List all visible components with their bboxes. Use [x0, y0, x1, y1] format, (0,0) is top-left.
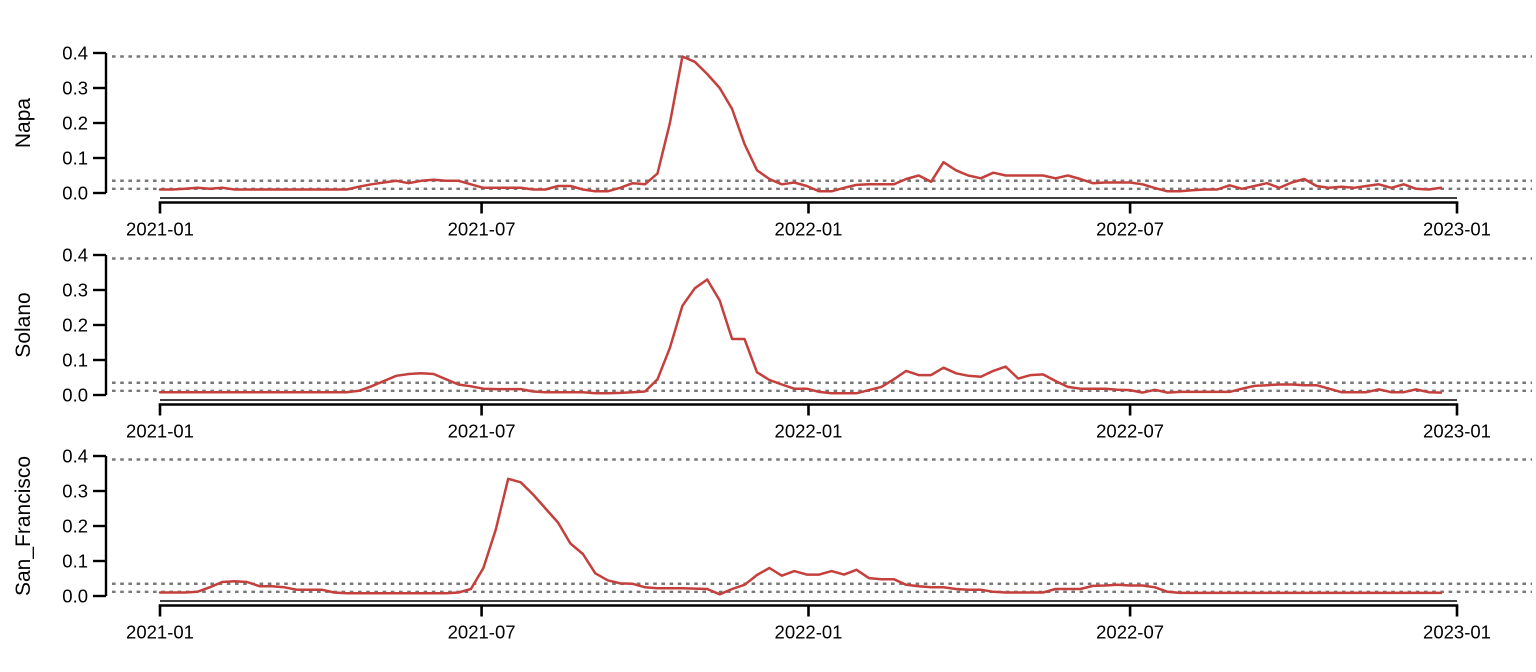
panel-napa: 2021-01 2021-07 2022-01 2022-07 2023-01 0.0 0.… [12, 43, 1532, 240]
y-tick-label: 0.1 [62, 350, 88, 371]
x-tick-label: 2023-01 [1423, 622, 1491, 643]
x-tick-label: 2022-07 [1096, 622, 1164, 643]
x-tick-label: 2021-07 [448, 421, 516, 442]
panel-solano: 2021-01 2021-07 2022-01 2022-07 2023-01 0.0 0.… [12, 245, 1532, 442]
y-tick-label: 0.2 [62, 315, 88, 336]
y-tick-label: 0.4 [62, 43, 88, 64]
y-tick-label: 0.4 [62, 446, 88, 467]
y-tick-label: 0.0 [62, 183, 88, 204]
panel-ylabel-napa: Napa [12, 98, 35, 149]
y-tick-label: 0.4 [62, 245, 88, 266]
y-tick-label: 0.2 [62, 516, 88, 537]
napa-series-line [158, 55, 1443, 193]
x-tick-label: 2022-01 [775, 219, 843, 240]
x-tick-label: 2021-01 [126, 219, 194, 240]
x-tick-label: 2022-07 [1096, 421, 1164, 442]
x-tick-label: 2021-01 [126, 622, 194, 643]
x-tick-label: 2022-01 [775, 622, 843, 643]
y-tick-label: 0.0 [62, 586, 88, 607]
x-tick-label: 2021-07 [448, 219, 516, 240]
x-tick-label: 2023-01 [1423, 219, 1491, 240]
panel-ylabel-solano: Solano [12, 292, 35, 357]
y-tick-label: 0.0 [62, 385, 88, 406]
solano-series-line [158, 278, 1443, 395]
panel-san_francisco: 2021-01 2021-07 2022-01 2022-07 2023-01 0.0 0.… [12, 446, 1532, 643]
x-tick-label: 2022-01 [775, 421, 843, 442]
panel-ylabel-san_francisco: San_Francisco [12, 456, 35, 596]
x-tick-label: 2021-01 [126, 421, 194, 442]
y-tick-label: 0.3 [62, 78, 88, 99]
y-tick-label: 0.2 [62, 113, 88, 134]
san_francisco-series-line [158, 477, 1443, 596]
x-tick-label: 2021-07 [448, 622, 516, 643]
y-tick-label: 0.3 [62, 280, 88, 301]
y-tick-label: 0.1 [62, 148, 88, 169]
x-tick-label: 2023-01 [1423, 421, 1491, 442]
x-tick-label: 2022-07 [1096, 219, 1164, 240]
y-tick-label: 0.1 [62, 551, 88, 572]
y-tick-label: 0.3 [62, 481, 88, 502]
